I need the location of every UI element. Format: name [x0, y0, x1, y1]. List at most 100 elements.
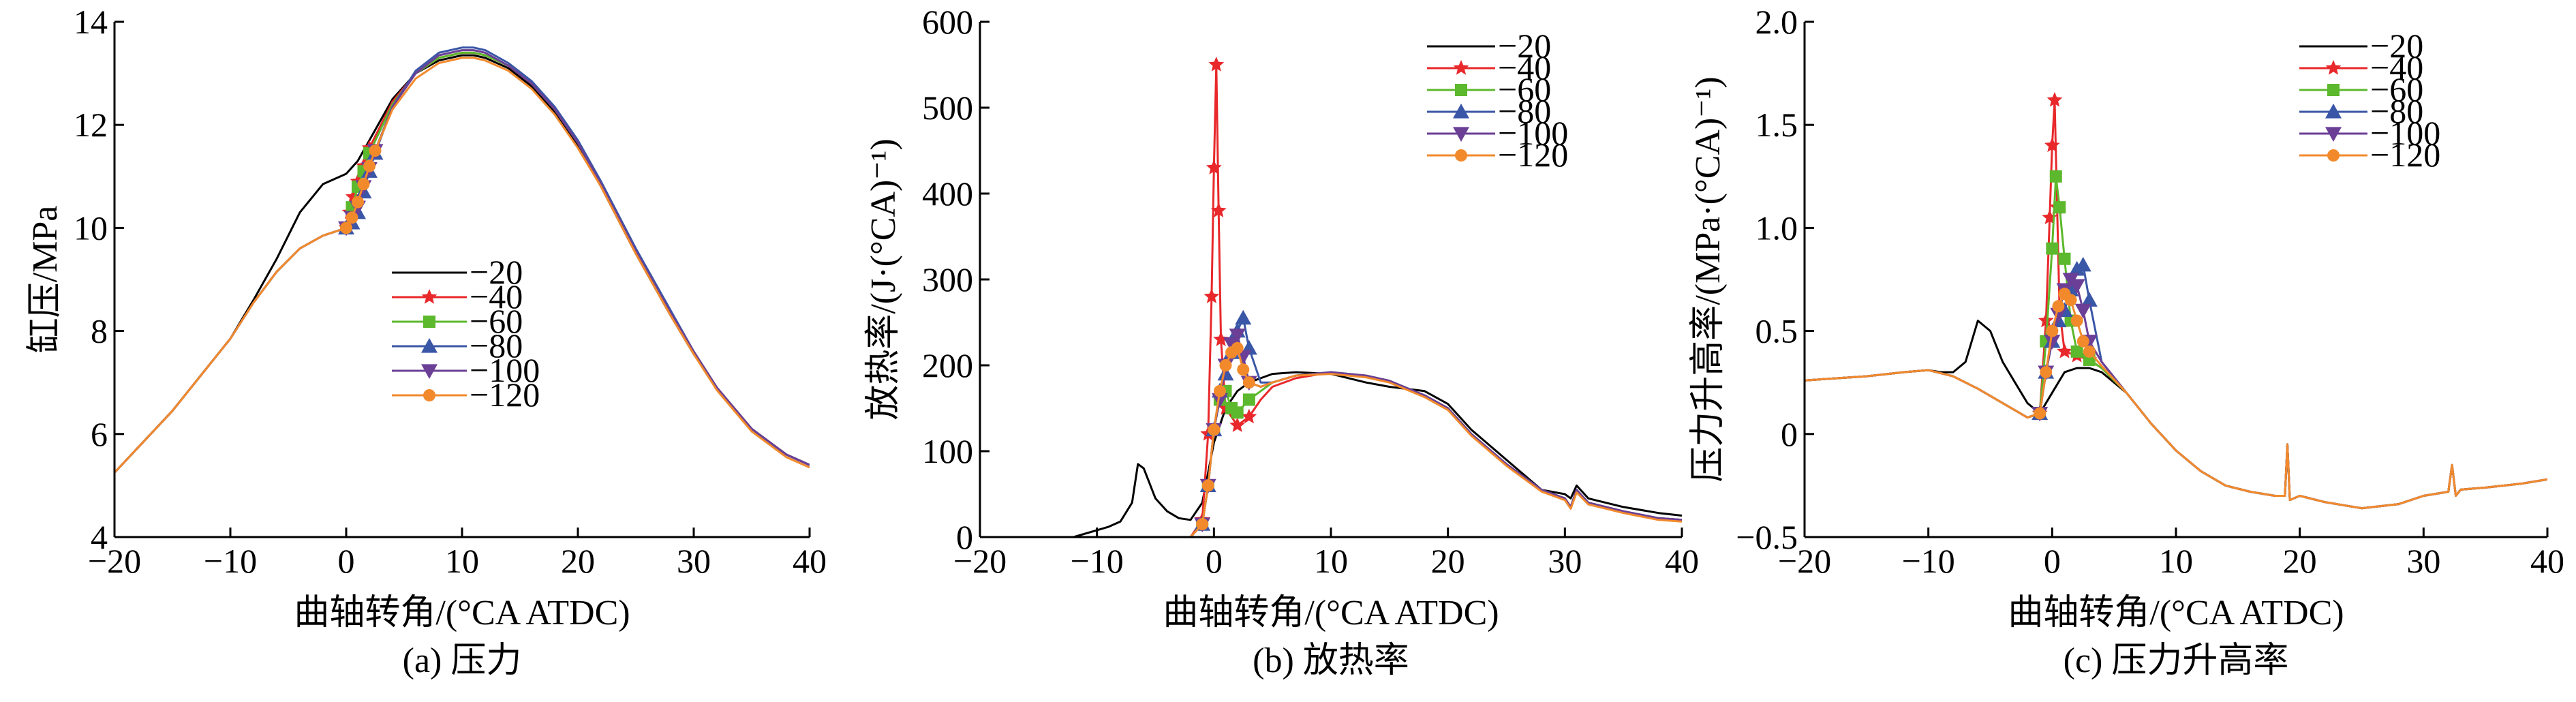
y-tick-label: 12	[74, 106, 108, 144]
data-point-marker	[1241, 408, 1257, 424]
y-tick-label: 0	[1781, 415, 1798, 453]
legend-marker	[1455, 149, 1467, 162]
data-point-marker	[2046, 242, 2059, 255]
y-tick-label: 2.0	[1755, 3, 1798, 41]
data-point-marker	[346, 211, 358, 224]
data-point-marker	[2038, 312, 2054, 328]
legend-label: −20	[470, 253, 523, 291]
series-line-5	[1805, 278, 2547, 510]
legend: −20−40−60−80−100−120	[1427, 27, 1568, 174]
legend-marker	[2325, 104, 2342, 119]
data-point-marker	[2053, 201, 2066, 214]
data-point-marker	[2074, 303, 2091, 319]
data-point-marker	[1229, 417, 1246, 432]
data-point-marker	[1208, 423, 1221, 436]
x-tick-label: 0	[1206, 542, 1223, 580]
legend-marker	[423, 316, 435, 328]
x-tick-label: 40	[2530, 542, 2564, 580]
data-point-marker	[2050, 307, 2067, 323]
legend-marker	[1453, 104, 1469, 119]
data-point-marker	[2064, 294, 2077, 307]
y-tick-label: 100	[922, 432, 973, 470]
series-line-5	[980, 334, 1682, 537]
legend-label: −40	[470, 277, 523, 316]
data-point-marker	[369, 144, 382, 157]
x-axis-title: 曲轴转角/(°CA ATDC)	[294, 594, 630, 632]
legend-marker	[2325, 127, 2342, 142]
data-point-marker	[357, 178, 370, 191]
x-tick-label: 10	[1314, 542, 1348, 580]
legend-label: −60	[1498, 70, 1551, 108]
series-line-6	[980, 347, 1682, 537]
y-tick-label: 600	[922, 3, 973, 41]
series-line-4	[1805, 264, 2547, 510]
x-tick-label: 10	[2159, 542, 2193, 580]
data-point-marker	[1211, 393, 1228, 408]
legend-label: −60	[470, 302, 523, 340]
data-point-marker	[1235, 309, 1252, 325]
y-axis-title: 压力升高率/(MPa·(°CA)⁻¹)	[1689, 76, 1728, 482]
legend-label: −20	[2370, 27, 2423, 65]
series-line-6	[114, 57, 810, 474]
data-point-marker	[1203, 288, 1220, 303]
legend-marker	[2327, 149, 2340, 162]
data-point-marker	[2044, 137, 2060, 153]
y-tick-label: 6	[91, 415, 108, 453]
legend-marker	[421, 338, 438, 353]
y-tick-label: 10	[74, 209, 108, 247]
data-point-marker	[2083, 345, 2096, 358]
series-line-4	[980, 317, 1682, 537]
chart-panel-3: −20 −10 0 10 20 30 40−0.500.51.01.52.0曲轴转角/(°C…	[1689, 3, 2564, 680]
series-line-3	[114, 51, 810, 474]
legend-label: −60	[2370, 70, 2423, 108]
data-point-marker	[2040, 366, 2053, 379]
series-line-3	[980, 371, 1682, 537]
legend-label: −120	[470, 376, 540, 414]
data-point-marker	[1231, 341, 1244, 354]
y-tick-label: 0.5	[1755, 312, 1798, 350]
data-point-marker	[2070, 314, 2083, 327]
x-tick-label: 20	[1431, 542, 1465, 580]
data-point-marker	[2070, 345, 2083, 358]
legend-marker	[421, 289, 438, 304]
data-point-marker	[1201, 479, 1214, 492]
x-tick-label: 20	[2283, 542, 2317, 580]
plot-area	[114, 46, 810, 474]
x-tick-label: 40	[793, 542, 827, 580]
legend-label: −120	[2370, 136, 2440, 174]
series-line-1	[980, 371, 1682, 537]
x-tick-label: −10	[1902, 542, 1955, 580]
legend: −20−40−60−80−100−120	[2299, 27, 2440, 174]
x-tick-label: 40	[1665, 542, 1699, 580]
legend-label: −120	[1498, 136, 1568, 174]
legend-label: −100	[470, 351, 540, 389]
legend-marker	[421, 364, 438, 379]
data-point-marker	[1229, 329, 1246, 344]
legend: −20−40−60−80−100−120	[392, 253, 540, 414]
y-tick-label: −0.5	[1736, 518, 1798, 556]
series-line-1	[1805, 320, 2547, 510]
y-tick-label: 0	[956, 518, 973, 556]
data-point-marker	[2046, 324, 2059, 337]
y-tick-label: 300	[922, 260, 973, 299]
x-tick-label: −10	[204, 542, 257, 580]
legend-marker	[423, 389, 435, 401]
y-tick-label: 200	[922, 346, 973, 384]
x-tick-label: −20	[953, 542, 1007, 580]
y-tick-label: 1.0	[1755, 209, 1798, 247]
data-point-marker	[363, 159, 375, 172]
plot-area	[1805, 91, 2547, 510]
x-tick-label: 10	[445, 542, 479, 580]
data-point-marker	[340, 222, 352, 234]
data-point-marker	[2074, 256, 2091, 272]
data-point-marker	[1208, 57, 1225, 72]
data-point-marker	[1210, 202, 1227, 217]
legend-marker	[1453, 60, 1469, 75]
legend-marker	[2325, 60, 2342, 75]
legend-marker	[2327, 84, 2340, 96]
x-tick-label: 30	[2406, 542, 2440, 580]
x-tick-label: −20	[1778, 542, 1831, 580]
data-point-marker	[2068, 279, 2085, 294]
legend-label: −40	[2370, 48, 2423, 87]
